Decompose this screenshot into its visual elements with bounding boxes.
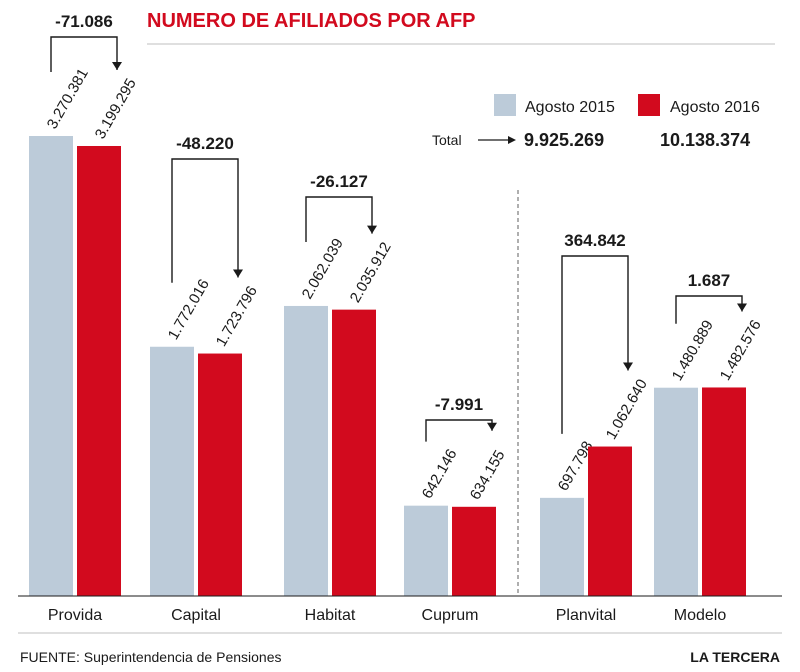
difference-bracket-cuprum xyxy=(425,419,493,442)
difference-bracket-habitat xyxy=(305,196,373,242)
value-label-planvital-2016: 1.062.640 xyxy=(603,376,651,442)
difference-label-habitat: -26.127 xyxy=(310,172,368,191)
bar-modelo-2016 xyxy=(702,387,746,596)
bar-habitat-2016 xyxy=(332,309,376,596)
value-label-habitat-2015: 2.062.039 xyxy=(299,236,347,302)
difference-label-capital: -48.220 xyxy=(176,134,234,153)
value-label-cuprum-2015: 642.146 xyxy=(419,446,461,501)
value-label-modelo-2016: 1.482.576 xyxy=(717,317,765,383)
difference-label-cuprum: -7.991 xyxy=(435,395,483,414)
total-label: Total xyxy=(432,132,462,148)
bar-provida-2015 xyxy=(29,136,73,596)
value-label-modelo-2015: 1.480.889 xyxy=(669,317,717,383)
difference-label-planvital: 364.842 xyxy=(564,231,625,250)
bar-modelo-2015 xyxy=(654,387,698,596)
difference-arrowhead-capital xyxy=(233,269,243,278)
value-label-provida-2015: 3.270.381 xyxy=(44,66,92,132)
difference-arrowhead-habitat xyxy=(367,225,377,234)
bar-cuprum-2015 xyxy=(404,505,448,596)
total-2016: 10.138.374 xyxy=(660,130,750,150)
difference-arrowhead-provida xyxy=(112,61,122,70)
difference-label-modelo: 1.687 xyxy=(688,271,731,290)
difference-label-provida: -71.086 xyxy=(55,12,113,31)
bar-provida-2016 xyxy=(77,145,121,596)
difference-bracket-modelo xyxy=(675,295,743,324)
value-label-cuprum-2016: 634.155 xyxy=(467,447,509,502)
bar-planvital-2016 xyxy=(588,446,632,596)
bar-planvital-2015 xyxy=(540,497,584,596)
value-label-capital-2016: 1.723.796 xyxy=(213,283,261,349)
difference-arrowhead-cuprum xyxy=(487,422,497,431)
chart-title: NUMERO DE AFILIADOS POR AFP xyxy=(147,10,476,32)
category-label-habitat: Habitat xyxy=(305,607,356,624)
value-label-habitat-2016: 2.035.912 xyxy=(347,239,395,305)
legend-label-2015: Agosto 2015 xyxy=(525,99,615,116)
category-label-cuprum: Cuprum xyxy=(422,607,479,624)
total-2015: 9.925.269 xyxy=(524,130,604,150)
source-note: FUENTE: Superintendencia de Pensiones xyxy=(20,649,281,665)
legend-label-2016: Agosto 2016 xyxy=(670,99,760,116)
value-label-capital-2015: 1.772.016 xyxy=(165,276,213,342)
category-label-modelo: Modelo xyxy=(674,607,727,624)
bar-cuprum-2016 xyxy=(452,506,496,596)
legend-swatch-2016 xyxy=(638,94,660,116)
bar-capital-2015 xyxy=(150,346,194,596)
difference-arrowhead-modelo xyxy=(737,303,747,312)
difference-arrowhead-planvital xyxy=(623,362,633,371)
bar-capital-2016 xyxy=(198,353,242,596)
difference-bracket-planvital xyxy=(561,255,629,434)
publisher-brand: LA TERCERA xyxy=(690,649,780,665)
bar-habitat-2015 xyxy=(284,305,328,596)
category-label-capital: Capital xyxy=(171,607,221,624)
legend-swatch-2015 xyxy=(494,94,516,116)
difference-bracket-capital xyxy=(171,158,239,283)
value-label-provida-2016: 3.199.295 xyxy=(92,76,140,142)
category-label-planvital: Planvital xyxy=(556,607,616,624)
total-arrow xyxy=(478,136,516,144)
difference-bracket-provida xyxy=(50,36,118,72)
category-label-provida: Provida xyxy=(48,607,102,624)
